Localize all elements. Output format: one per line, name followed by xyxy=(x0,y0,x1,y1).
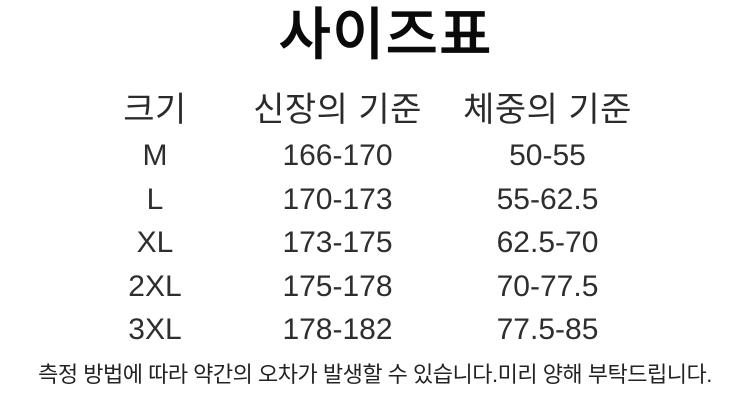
gutter xyxy=(0,221,95,265)
page-title: 사이즈표 xyxy=(278,3,494,66)
size-table: 크기 신장의 기준 체중의 기준 M 166-170 50-55 L 170-1… xyxy=(0,86,750,352)
gutter xyxy=(0,178,95,222)
cell-weight: 70-77.5 xyxy=(496,269,599,303)
cell-height: 170-173 xyxy=(282,182,393,216)
cell-size: 3XL xyxy=(128,313,182,346)
cell-weight: 55-62.5 xyxy=(496,182,599,216)
cell-height: 173-175 xyxy=(282,226,393,259)
cell-size: L xyxy=(146,182,164,216)
column-header-height: 신장의 기준 xyxy=(253,91,422,129)
cell-size: 2XL xyxy=(128,269,182,303)
table-header-row: 크기 신장의 기준 체중의 기준 xyxy=(0,86,750,134)
gutter xyxy=(0,134,95,178)
column-header-weight: 체중의 기준 xyxy=(463,91,632,129)
gutter xyxy=(0,265,95,309)
cell-height: 175-178 xyxy=(282,269,393,303)
cell-size: XL xyxy=(136,226,174,259)
cell-weight: 50-55 xyxy=(509,139,586,172)
table-row: XL 173-175 62.5-70 xyxy=(0,221,750,265)
cell-height: 166-170 xyxy=(282,139,393,172)
table-row: 3XL 178-182 77.5-85 xyxy=(0,308,750,352)
table-row: 2XL 175-178 70-77.5 xyxy=(0,265,750,309)
cell-weight: 77.5-85 xyxy=(496,313,599,346)
table-row: L 170-173 55-62.5 xyxy=(0,178,750,222)
gutter xyxy=(0,86,95,134)
table-row: M 166-170 50-55 xyxy=(0,134,750,178)
gutter xyxy=(0,308,95,352)
cell-height: 178-182 xyxy=(282,313,393,346)
cell-size: M xyxy=(142,139,168,172)
cell-weight: 62.5-70 xyxy=(496,226,599,259)
column-header-size: 크기 xyxy=(123,91,187,129)
measurement-disclaimer: 측정 방법에 따라 약간의 오차가 발생할 수 있습니다.미리 양해 부탁드립니… xyxy=(38,362,712,387)
